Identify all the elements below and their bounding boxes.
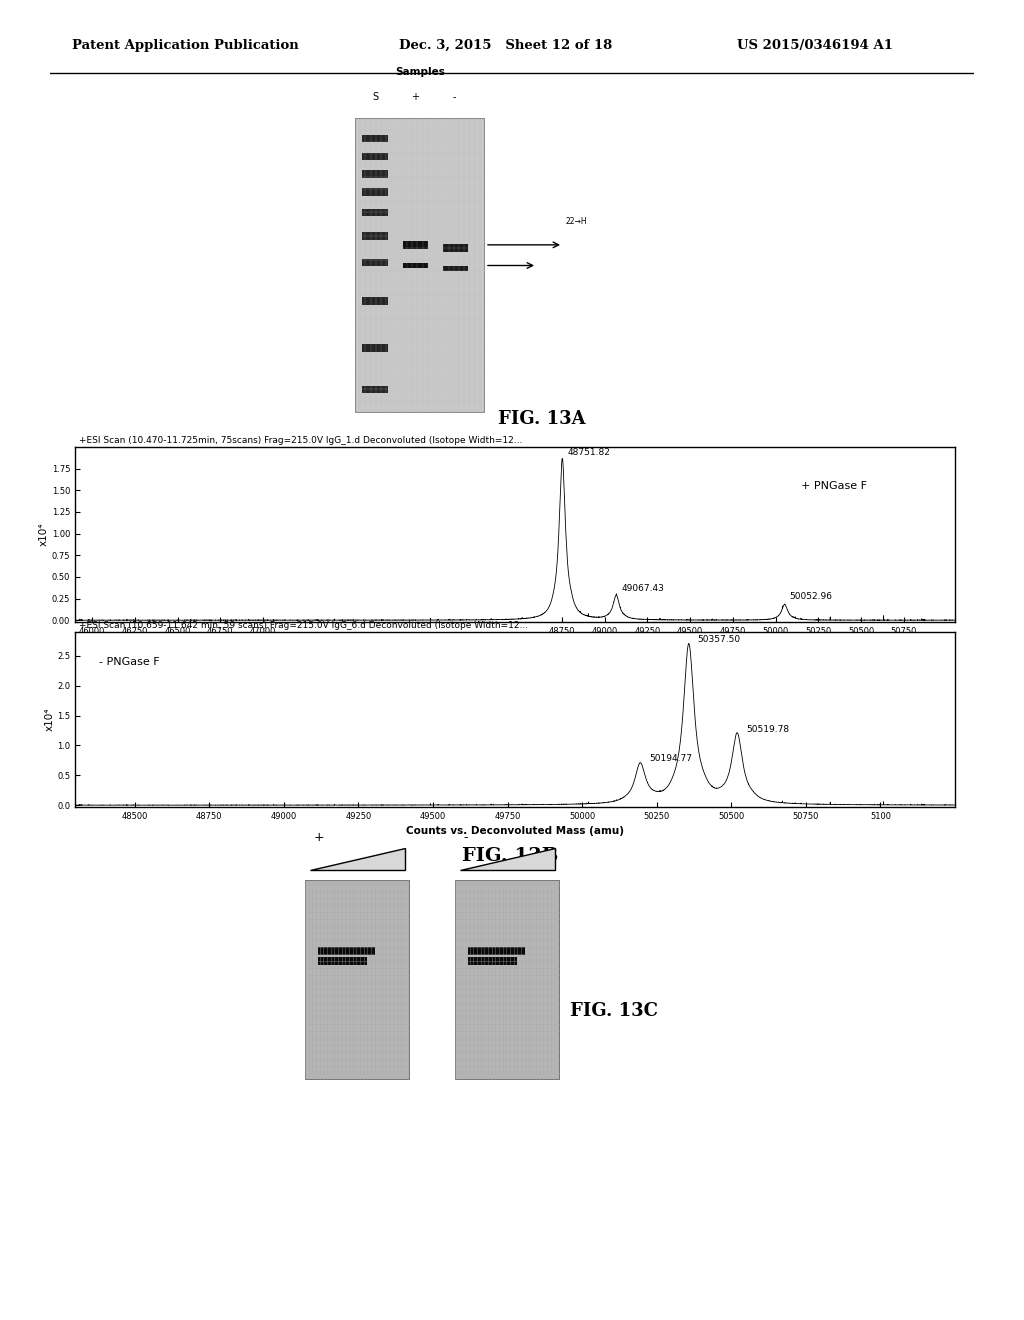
Text: FIG. 13C: FIG. 13C bbox=[570, 1002, 658, 1020]
Text: +: + bbox=[313, 832, 324, 843]
Text: 50194.77: 50194.77 bbox=[649, 755, 692, 763]
Text: + PNGase F: + PNGase F bbox=[801, 480, 867, 491]
Bar bbox=[403, 263, 428, 268]
Bar bbox=[317, 946, 376, 954]
Bar bbox=[361, 170, 387, 178]
Polygon shape bbox=[460, 847, 555, 870]
Bar bbox=[443, 244, 468, 252]
Bar bbox=[361, 259, 387, 267]
Bar bbox=[443, 265, 468, 272]
Text: FIG. 13B: FIG. 13B bbox=[462, 847, 558, 865]
Text: 48751.82: 48751.82 bbox=[567, 447, 610, 457]
Bar bbox=[361, 345, 387, 352]
Text: 22→H: 22→H bbox=[565, 216, 587, 226]
Text: Samples: Samples bbox=[395, 67, 445, 77]
Bar bbox=[361, 153, 387, 160]
X-axis label: Counts vs. Deconvoluted Mass (amu): Counts vs. Deconvoluted Mass (amu) bbox=[406, 642, 624, 651]
Polygon shape bbox=[310, 847, 404, 870]
Text: 50357.50: 50357.50 bbox=[697, 635, 740, 644]
Text: +: + bbox=[411, 92, 419, 103]
Text: -: - bbox=[464, 832, 468, 843]
Bar bbox=[361, 187, 387, 195]
Bar bbox=[317, 957, 367, 965]
Bar bbox=[468, 946, 525, 954]
Text: - PNGase F: - PNGase F bbox=[99, 657, 160, 667]
Text: 50052.96: 50052.96 bbox=[790, 593, 833, 601]
Bar bbox=[361, 209, 387, 216]
Text: -: - bbox=[452, 92, 456, 103]
Y-axis label: x10⁴: x10⁴ bbox=[39, 523, 49, 546]
Bar bbox=[361, 135, 387, 143]
Bar bbox=[361, 297, 387, 305]
Text: +ESI Scan (10.659-11.642 min, 59 scans) Frag=215.0V IgG_6.d Deconvoluted (Isotop: +ESI Scan (10.659-11.642 min, 59 scans) … bbox=[80, 622, 528, 630]
Text: 49067.43: 49067.43 bbox=[622, 583, 665, 593]
Text: US 2015/0346194 A1: US 2015/0346194 A1 bbox=[737, 40, 893, 51]
Bar bbox=[468, 957, 517, 965]
Text: FIG. 13A: FIG. 13A bbox=[498, 411, 586, 428]
Text: Patent Application Publication: Patent Application Publication bbox=[72, 40, 298, 51]
X-axis label: Counts vs. Deconvoluted Mass (amu): Counts vs. Deconvoluted Mass (amu) bbox=[406, 826, 624, 837]
Text: S: S bbox=[373, 92, 379, 103]
Bar bbox=[361, 232, 387, 240]
Text: +ESI Scan (10.470-11.725min, 75scans) Frag=215.0V IgG_1.d Deconvoluted (Isotope : +ESI Scan (10.470-11.725min, 75scans) Fr… bbox=[80, 436, 523, 445]
Text: 50519.78: 50519.78 bbox=[746, 725, 790, 734]
Text: Dec. 3, 2015   Sheet 12 of 18: Dec. 3, 2015 Sheet 12 of 18 bbox=[399, 40, 612, 51]
Y-axis label: x10⁴: x10⁴ bbox=[44, 708, 54, 731]
Bar bbox=[361, 385, 387, 393]
Bar bbox=[403, 242, 428, 248]
